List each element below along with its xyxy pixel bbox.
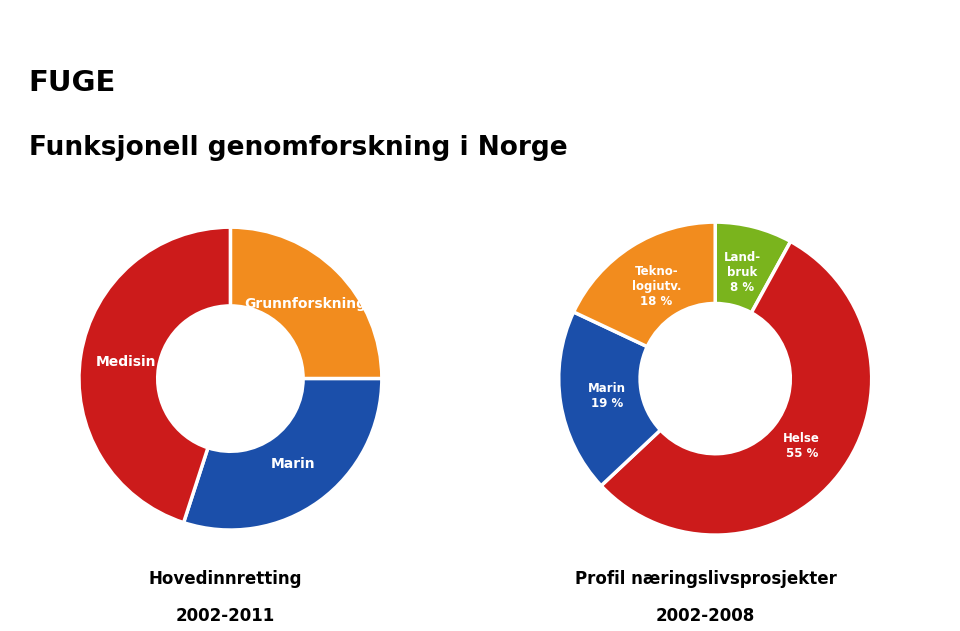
Text: Marin
19 %: Marin 19 % bbox=[588, 382, 626, 410]
Wedge shape bbox=[601, 242, 872, 535]
Text: Helse
55 %: Helse 55 % bbox=[783, 432, 820, 460]
Text: 2002-2011: 2002-2011 bbox=[176, 608, 276, 625]
Text: Medisin: Medisin bbox=[95, 355, 156, 369]
Text: Funksjonell genomforskning i Norge: Funksjonell genomforskning i Norge bbox=[29, 136, 567, 162]
Text: Marin: Marin bbox=[271, 457, 315, 471]
Text: Forskningsrådet: Forskningsrådet bbox=[91, 23, 256, 43]
Wedge shape bbox=[559, 312, 660, 486]
Text: 2002-2008: 2002-2008 bbox=[656, 608, 756, 625]
Text: Profil næringslivsprosjekter: Profil næringslivsprosjekter bbox=[575, 570, 836, 587]
Wedge shape bbox=[79, 227, 230, 522]
Text: Land-
bruk
8 %: Land- bruk 8 % bbox=[724, 251, 761, 294]
Text: FUGE: FUGE bbox=[29, 69, 116, 97]
Wedge shape bbox=[0, 15, 285, 29]
Wedge shape bbox=[574, 222, 715, 346]
Wedge shape bbox=[183, 379, 382, 530]
Text: Hovedinnretting: Hovedinnretting bbox=[149, 570, 302, 587]
Wedge shape bbox=[230, 227, 382, 379]
Text: Tekno-
logiutv.
18 %: Tekno- logiutv. 18 % bbox=[632, 264, 682, 307]
Text: Grunnforskning: Grunnforskning bbox=[245, 297, 367, 310]
Wedge shape bbox=[0, 37, 285, 52]
Wedge shape bbox=[715, 222, 791, 313]
